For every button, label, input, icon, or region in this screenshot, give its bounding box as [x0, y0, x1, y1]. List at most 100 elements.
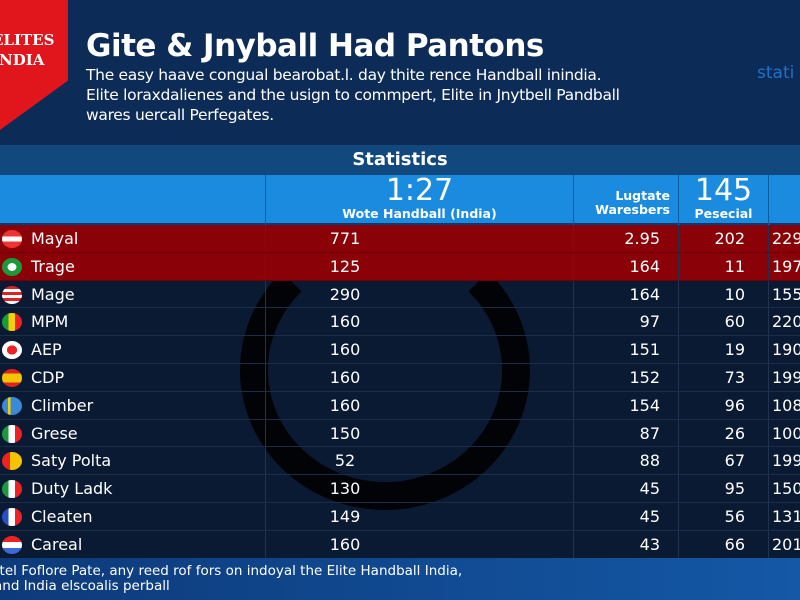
cell-value: 87 [639, 423, 660, 443]
column-label: Wote Handball (India) [342, 206, 497, 221]
flag-icon [2, 368, 22, 387]
column-header[interactable]: Lugtate Waresbers [573, 175, 678, 225]
cell-value: 56 [724, 506, 745, 526]
table-row[interactable]: Climber 160 154 96 108 [0, 391, 800, 420]
table-row[interactable]: CDP 160 152 73 199 [0, 363, 800, 392]
flag-icon [2, 480, 22, 499]
cell-value: 67 [724, 451, 745, 471]
divider [678, 530, 679, 558]
table-row[interactable]: Mayal 771 2.95 202 229 [0, 225, 800, 253]
divider [265, 336, 266, 363]
table-row[interactable]: Careal 160 43 66 201 [0, 530, 800, 559]
column-header-row: 1:27 Wote Handball (India) Lugtate Wares… [0, 175, 800, 225]
divider [265, 225, 266, 252]
divider [265, 391, 266, 419]
divider [265, 447, 266, 475]
logo-line1: ELITES [0, 31, 55, 49]
divider [678, 391, 679, 419]
team-name: MPM [31, 312, 69, 332]
cell-value: 125 [329, 256, 361, 276]
cell-value: 160 [329, 367, 361, 387]
table-row[interactable]: Cleaten 149 45 56 131 [0, 502, 800, 531]
divider [573, 363, 574, 391]
flag-icon [2, 285, 22, 304]
table-row[interactable]: Grese 150 87 26 100 [0, 419, 800, 448]
team-name: Careal [31, 534, 83, 554]
cell-value: 45 [639, 506, 660, 526]
cell-value: 151 [629, 340, 660, 360]
cell-value: 73 [724, 367, 745, 387]
divider [768, 363, 769, 391]
table-row[interactable]: Duty Ladk 130 45 95 150 [0, 475, 800, 503]
divider [573, 419, 574, 447]
cell-value: 10 [724, 284, 745, 304]
flag-icon [2, 396, 22, 415]
column-header[interactable]: 1:27 Wote Handball (India) [265, 175, 573, 225]
divider [678, 363, 679, 391]
divider [573, 447, 574, 475]
divider [265, 502, 266, 530]
divider [678, 308, 679, 336]
table-row[interactable]: Saty Polta 52 88 67 199 [0, 447, 800, 476]
column-header[interactable] [768, 175, 800, 225]
cell-value: 97 [639, 312, 660, 332]
divider [573, 475, 574, 502]
table-row[interactable]: AEP 160 151 19 190 [0, 336, 800, 364]
table-row[interactable]: Mage 290 164 10 155 [0, 280, 800, 309]
cell-value: 149 [329, 506, 361, 526]
header: ELITES INDIA Gite & Jnyball Had Pantons … [0, 0, 800, 145]
cell-value: 201 [772, 534, 800, 554]
divider [678, 419, 679, 447]
table-row[interactable]: MPM 160 97 60 220 [0, 308, 800, 337]
divider [678, 336, 679, 363]
team-name: Mayal [31, 229, 79, 248]
cell-value: 197 [772, 256, 800, 276]
cell-value: 290 [329, 284, 361, 304]
cell-value: 229 [772, 229, 800, 248]
cell-value: 152 [629, 367, 660, 387]
cell-value: 45 [639, 479, 660, 499]
divider [265, 252, 266, 280]
column-header[interactable]: 145 Pesecial [678, 175, 768, 225]
cell-value: 190 [772, 340, 800, 360]
divider [678, 225, 679, 252]
footer-line: and India elscoalis perball [0, 578, 170, 594]
logo-line2: INDIA [0, 51, 45, 69]
cell-value: 160 [329, 340, 361, 360]
divider [265, 530, 266, 558]
cell-value: 2.95 [624, 229, 660, 248]
cell-value: 199 [772, 367, 800, 387]
divider [573, 530, 574, 558]
flag-icon [2, 313, 22, 332]
cell-value: 164 [629, 256, 660, 276]
divider [678, 447, 679, 475]
table-row[interactable]: Trage 125 164 11 197 [0, 252, 800, 281]
divider [768, 447, 769, 475]
cell-value: 100 [772, 423, 800, 443]
cell-value: 771 [329, 229, 361, 248]
page-subtitle: The easy haave congual bearobat.l. day t… [86, 66, 620, 124]
cell-value: 160 [329, 312, 361, 332]
flag-icon [2, 424, 22, 443]
divider [573, 308, 574, 336]
team-name: Trage [31, 256, 75, 276]
flag-icon [2, 341, 22, 360]
cell-value: 66 [724, 534, 745, 554]
cell-value: 202 [714, 229, 745, 248]
flag-icon [2, 507, 22, 526]
cell-value: 43 [639, 534, 660, 554]
divider [768, 530, 769, 558]
flag-icon [2, 257, 22, 276]
divider [768, 475, 769, 502]
team-name: Duty Ladk [31, 479, 113, 499]
divider [265, 419, 266, 447]
logo: ELITES INDIA [0, 0, 68, 130]
stats-table: Mayal 771 2.95 202 229 Trage 125 164 11 … [0, 225, 800, 559]
flag-icon [2, 452, 22, 471]
cell-value: 150 [772, 479, 800, 499]
cell-value: 108 [772, 395, 800, 415]
side-link[interactable]: stati [757, 63, 795, 83]
cell-value: 154 [629, 395, 660, 415]
divider [573, 336, 574, 363]
column-label: Pesecial [694, 206, 753, 221]
